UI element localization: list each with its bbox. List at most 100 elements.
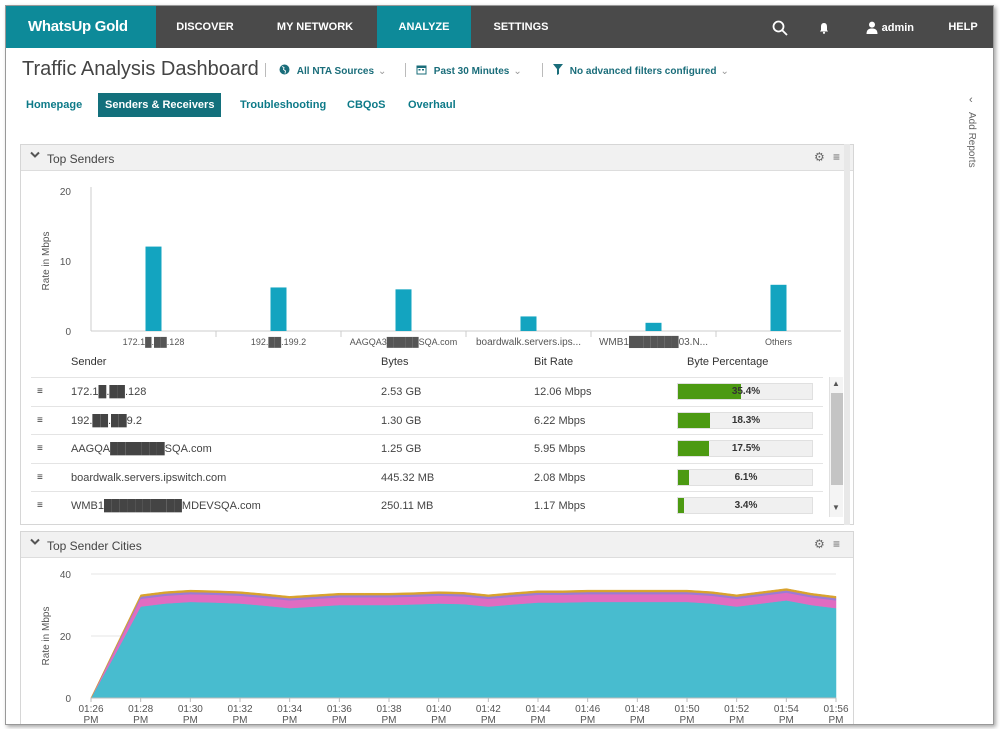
table-row[interactable]: ≡ WMB1██████████MDEVSQA.com 250.11 MB 1.17 … xyxy=(31,491,823,519)
collapse-chevron-icon[interactable] xyxy=(30,537,40,549)
x-tick-label: 01:38 PM xyxy=(376,704,401,725)
gear-icon[interactable]: ⚙ xyxy=(814,150,825,164)
percentage-label: 6.1% xyxy=(734,471,758,483)
add-reports-toggle[interactable]: ‹ Add Reports xyxy=(964,94,984,184)
sources-dropdown[interactable]: All NTA Sources ⌄ xyxy=(279,64,386,77)
x-tick-label: 01:42 PM xyxy=(476,704,501,725)
x-tick-label: 01:54 PM xyxy=(774,704,799,725)
panel-edge xyxy=(844,144,850,525)
percentage-fill xyxy=(678,412,711,428)
page-title: Traffic Analysis Dashboard xyxy=(22,58,259,80)
scroll-up-icon[interactable]: ▲ xyxy=(832,379,840,388)
cell-rate: 12.06 Mbps xyxy=(534,386,592,398)
cell-sender: 172.1█.██.128 xyxy=(71,386,147,398)
percentage-label: 35.4% xyxy=(731,386,761,397)
y-axis-label: Rate in Mbps xyxy=(41,607,52,666)
x-tick-label: 01:36 PM xyxy=(327,704,352,725)
col-bytes[interactable]: Bytes xyxy=(381,356,409,368)
bar xyxy=(770,284,787,331)
x-tick-label: Others xyxy=(765,337,793,347)
x-tick-label: 01:28 PM xyxy=(128,704,153,725)
search-icon[interactable] xyxy=(766,6,794,48)
y-tick-label: 20 xyxy=(60,632,72,643)
menu-icon[interactable]: ≡ xyxy=(833,537,841,551)
gear-icon[interactable]: ⚙ xyxy=(814,537,825,551)
tab-homepage[interactable]: Homepage xyxy=(26,99,83,111)
area-series xyxy=(90,588,837,699)
row-menu-icon[interactable]: ≡ xyxy=(37,414,43,426)
tab-overhaul[interactable]: Overhaul xyxy=(408,99,456,111)
scroll-down-icon[interactable]: ▼ xyxy=(832,503,840,512)
cell-rate: 6.22 Mbps xyxy=(534,414,586,427)
menu-icon[interactable]: ≡ xyxy=(833,150,841,164)
row-menu-icon[interactable]: ≡ xyxy=(37,471,43,483)
table-row[interactable]: ≡ 172.1█.██.128 2.53 GB 12.06 Mbps 35.4% xyxy=(31,377,823,405)
tab-cbqos[interactable]: CBQoS xyxy=(347,99,386,111)
time-range-dropdown[interactable]: Past 30 Minutes ⌄ xyxy=(416,64,522,77)
time-range-label: Past 30 Minutes xyxy=(433,66,510,77)
filters-dropdown[interactable]: No advanced filters configured ⌄ xyxy=(553,64,729,77)
x-tick-label: 01:52 PM xyxy=(724,704,749,725)
byte-percentage-bar: 6.1% xyxy=(677,468,813,486)
col-byte-percentage[interactable]: Byte Percentage xyxy=(687,356,769,368)
chevron-left-icon: ‹ xyxy=(969,94,973,106)
panel-title: Top Sender Cities xyxy=(47,539,142,553)
nav-help[interactable]: HELP xyxy=(948,21,978,33)
y-tick-label: 40 xyxy=(60,570,72,581)
row-menu-icon[interactable]: ≡ xyxy=(37,386,43,397)
collapse-chevron-icon[interactable] xyxy=(30,150,40,162)
row-menu-icon[interactable]: ≡ xyxy=(37,443,43,454)
table-row[interactable]: ≡ AAGQA███████SQA.com 1.25 GB 5.95 Mbps 17.5… xyxy=(31,434,823,462)
scrollbar-thumb[interactable] xyxy=(831,393,843,485)
nav-settings[interactable]: SETTINGS xyxy=(493,21,549,33)
x-tick-label: 01:26 PM xyxy=(78,704,103,725)
top-nav: WhatsUp Gold DISCOVER MY NETWORK ANALYZE… xyxy=(6,6,993,48)
col-sender[interactable]: Sender xyxy=(71,356,107,368)
user-name: admin xyxy=(881,22,915,34)
x-tick-label: 01:48 PM xyxy=(625,704,650,725)
percentage-fill xyxy=(678,469,689,485)
nav-my-network[interactable]: MY NETWORK xyxy=(276,21,354,33)
chevron-down-icon: ⌄ xyxy=(720,66,729,77)
user-menu[interactable]: admin xyxy=(866,6,926,48)
x-tick-label: 192.██.199.2 xyxy=(251,336,306,348)
nav-discover[interactable]: DISCOVER xyxy=(176,21,234,33)
globe-icon xyxy=(279,64,293,77)
bar xyxy=(645,322,662,331)
divider xyxy=(405,63,406,77)
cell-sender: 192.██.██9.2 xyxy=(71,414,142,427)
table-row[interactable]: ≡ boardwalk.servers.ipswitch.com 445.32 MB… xyxy=(31,462,823,491)
divider xyxy=(542,63,543,77)
percentage-fill xyxy=(678,384,741,399)
table-scrollbar[interactable]: ▲ ▼ xyxy=(829,377,843,517)
x-tick-label: 01:46 PM xyxy=(575,704,600,725)
row-menu-icon[interactable]: ≡ xyxy=(37,500,43,511)
top-sender-cities-panel: Top Sender Cities ⚙ ≡ 0 20 40 Rate in Mbps 0… xyxy=(20,531,854,725)
table-row[interactable]: ≡ 192.██.██9.2 1.30 GB 6.22 Mbps 18.3% xyxy=(31,405,823,434)
bar xyxy=(520,316,537,331)
user-icon xyxy=(866,19,882,35)
nav-analyze[interactable]: ANALYZE xyxy=(377,6,471,48)
divider xyxy=(265,63,266,77)
cell-sender: WMB1██████████MDEVSQA.com xyxy=(71,500,261,512)
byte-percentage-bar: 18.3% xyxy=(677,411,813,429)
tab-senders-receivers[interactable]: Senders & Receivers xyxy=(98,93,222,117)
cell-rate: 5.95 Mbps xyxy=(534,443,586,455)
x-tick-label: 172.1█.██.128 xyxy=(123,336,185,348)
filters-label: No advanced filters configured xyxy=(569,66,717,77)
panel-header: Top Senders ⚙ ≡ xyxy=(21,145,853,171)
chevron-down-icon: ⌄ xyxy=(378,66,387,77)
bar xyxy=(145,246,162,331)
y-tick-label: 0 xyxy=(65,327,71,338)
x-tick-label: 01:34 PM xyxy=(277,704,302,725)
chevron-down-icon: ⌄ xyxy=(513,66,522,77)
bell-icon[interactable] xyxy=(814,6,834,48)
byte-percentage-bar: 17.5% xyxy=(677,440,813,457)
col-bit-rate[interactable]: Bit Rate xyxy=(534,356,574,368)
x-tick-label: 01:30 PM xyxy=(178,704,203,725)
byte-percentage-bar: 35.4% xyxy=(677,383,813,400)
tab-troubleshooting[interactable]: Troubleshooting xyxy=(240,99,327,111)
cell-rate: 1.17 Mbps xyxy=(534,500,586,512)
area-series xyxy=(90,600,837,699)
app-window: WhatsUp Gold DISCOVER MY NETWORK ANALYZE… xyxy=(5,5,994,725)
